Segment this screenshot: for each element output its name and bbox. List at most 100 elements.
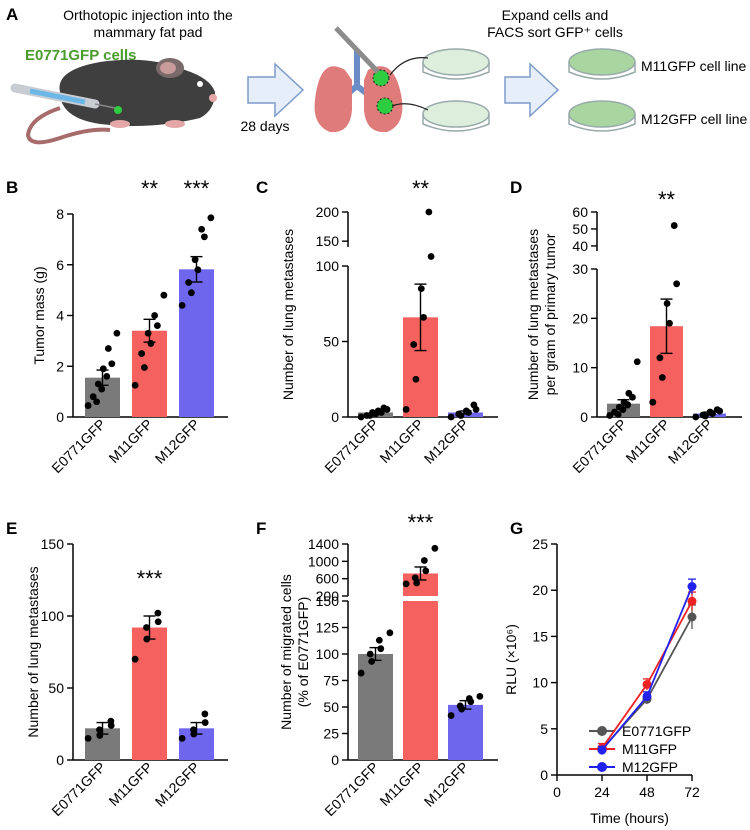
arrow-icon <box>247 62 305 118</box>
category-label: M11GFP <box>622 416 672 466</box>
data-point <box>420 557 428 564</box>
data-point <box>687 596 697 606</box>
y-tick-label: 25 <box>323 726 339 742</box>
data-point <box>377 645 385 653</box>
y-tick-label: 100 <box>316 646 340 662</box>
bar <box>358 654 393 760</box>
y-tick-label: 125 <box>316 620 340 636</box>
significance-label: ** <box>141 176 159 201</box>
data-point <box>131 655 139 663</box>
legend-marker <box>597 762 607 772</box>
y-tick-label: 0 <box>540 767 548 783</box>
data-point <box>103 373 111 380</box>
data-point <box>412 375 420 383</box>
panel-label-d: D <box>510 178 522 197</box>
data-point <box>476 693 484 700</box>
data-point <box>185 279 193 286</box>
data-point <box>465 695 473 702</box>
data-point <box>615 403 623 411</box>
y-axis-label: Number of lung metastases <box>25 566 41 737</box>
data-point <box>143 635 151 643</box>
data-point <box>687 582 697 592</box>
data-point <box>411 574 419 582</box>
category-label: M12GFP <box>421 416 472 467</box>
y-tick-label: 150 <box>316 593 340 609</box>
data-point <box>642 691 652 701</box>
syringe-icon <box>10 83 116 109</box>
significance-label: ** <box>658 187 676 212</box>
legend-label: M11GFP <box>622 741 677 757</box>
y-tick-label: 60 <box>572 204 588 220</box>
y-tick-label: 0 <box>56 752 64 768</box>
data-point <box>699 411 707 419</box>
curved-arrow-icon <box>391 103 429 111</box>
y-tick-label: 100 <box>316 258 340 274</box>
injection-text-line1: Orthotopic injection into the <box>63 7 233 23</box>
data-point <box>190 726 197 734</box>
category-label: M12GFP <box>421 759 472 810</box>
data-point <box>99 365 107 373</box>
y-tick-label: 200 <box>316 204 340 220</box>
data-point <box>151 312 159 319</box>
data-point <box>656 354 664 362</box>
data-point <box>368 658 376 665</box>
legend-marker <box>597 726 607 736</box>
data-point <box>89 393 97 401</box>
data-point <box>447 712 455 719</box>
category-label: M12GFP <box>152 416 203 467</box>
data-point <box>611 408 618 416</box>
data-point <box>658 374 666 381</box>
data-point <box>402 406 410 413</box>
arrow-icon <box>504 62 560 118</box>
y-tick-label: 8 <box>56 206 64 222</box>
data-point <box>402 580 410 588</box>
panel-label-c: C <box>256 178 268 197</box>
data-point <box>462 407 470 415</box>
data-point <box>410 341 418 348</box>
category-label: E0771GFP <box>569 416 629 476</box>
data-point <box>692 413 700 421</box>
data-point <box>93 398 101 406</box>
data-point <box>455 410 463 418</box>
data-point <box>663 300 671 307</box>
significance-label: *** <box>184 176 210 201</box>
y-tick-label: 0 <box>56 409 64 425</box>
data-point <box>113 329 121 337</box>
data-point <box>369 409 376 416</box>
data-point <box>200 233 208 241</box>
data-point <box>374 407 382 415</box>
y-axis-label: (% of E0771GFP) <box>295 597 311 708</box>
y-tick-label: 50 <box>323 699 339 715</box>
y-axis-label: Number of lung metastases <box>525 229 541 400</box>
y-tick-label: 150 <box>316 233 340 249</box>
data-point <box>84 402 92 409</box>
y-tick-label: 1000 <box>308 553 339 569</box>
y-tick-label: 600 <box>316 571 340 587</box>
petri-dish-icon <box>568 100 636 132</box>
data-point <box>606 412 614 419</box>
petri-dish-icon <box>422 100 490 132</box>
petri-dish-icon <box>568 48 636 80</box>
data-point <box>107 717 115 725</box>
y-axis-label: per gram of primary tumor <box>542 233 558 395</box>
y-tick-label: 30 <box>572 261 588 277</box>
data-point <box>154 609 162 617</box>
data-point <box>375 636 383 644</box>
y-tick-label: 40 <box>572 238 588 254</box>
y-tick-label: 6 <box>56 257 64 273</box>
y-tick-label: 15 <box>532 628 548 644</box>
category-label: M11GFP <box>376 759 426 809</box>
data-point <box>131 381 139 389</box>
data-point <box>160 291 168 299</box>
data-point <box>420 313 427 321</box>
y-tick-label: 0 <box>580 409 588 425</box>
y-tick-label: 10 <box>572 360 588 376</box>
x-tick-label: 24 <box>594 784 610 800</box>
panel-label-a: A <box>6 5 18 24</box>
data-point <box>98 385 106 393</box>
data-point <box>366 650 374 658</box>
data-point <box>447 413 455 421</box>
category-label: M11GFP <box>105 759 155 809</box>
petri-dish-icon <box>422 48 490 80</box>
y-axis-label: Number of migrated cells <box>278 574 294 730</box>
